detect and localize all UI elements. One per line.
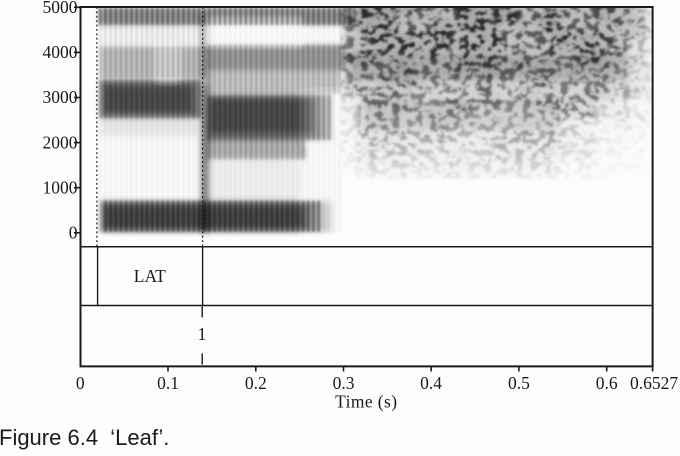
svg-text:LAT: LAT (134, 266, 166, 286)
svg-text:0: 0 (69, 223, 78, 243)
svg-text:0: 0 (76, 373, 85, 393)
svg-text:0.5: 0.5 (508, 373, 530, 393)
svg-text:0.6: 0.6 (596, 373, 618, 393)
svg-text:5000: 5000 (43, 0, 78, 17)
svg-text:0.4: 0.4 (420, 373, 442, 393)
svg-text:0.2: 0.2 (245, 373, 267, 393)
svg-text:0.1: 0.1 (157, 373, 179, 393)
svg-text:3000: 3000 (43, 87, 78, 107)
svg-text:0.3: 0.3 (333, 373, 355, 393)
svg-text:2000: 2000 (43, 132, 78, 152)
svg-text:1000: 1000 (43, 177, 78, 197)
svg-text:Time (s): Time (s) (335, 392, 397, 412)
svg-text:1: 1 (198, 324, 207, 344)
svg-text:0.6527: 0.6527 (630, 373, 678, 393)
svg-text:Figure 6.4 ‘Leaf’.: Figure 6.4 ‘Leaf’. (0, 425, 169, 450)
svg-text:4000: 4000 (43, 42, 78, 62)
